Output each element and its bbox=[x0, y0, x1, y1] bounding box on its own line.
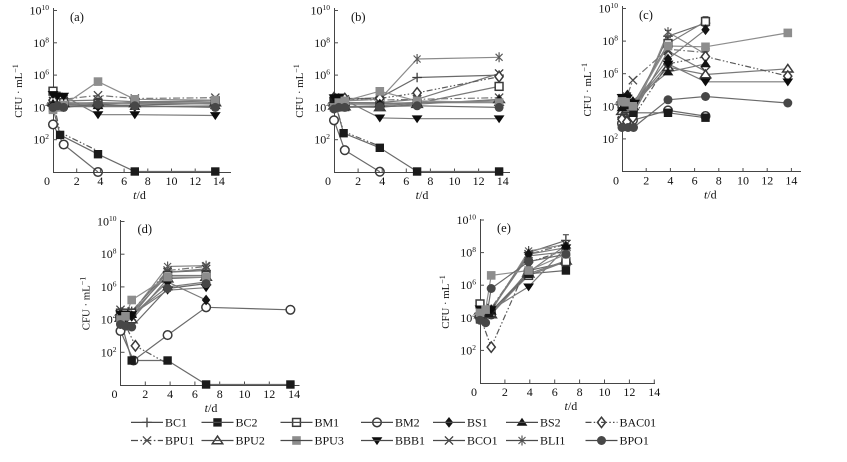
svg-text:6: 6 bbox=[192, 387, 198, 401]
svg-text:14: 14 bbox=[497, 174, 509, 188]
svg-text:10: 10 bbox=[449, 174, 461, 188]
svg-text:0: 0 bbox=[44, 174, 50, 188]
svg-text:10: 10 bbox=[737, 174, 749, 188]
svg-text:8: 8 bbox=[427, 174, 433, 188]
svg-text:BPU2: BPU2 bbox=[236, 434, 265, 448]
svg-text:8: 8 bbox=[217, 387, 223, 401]
svg-text:BPO1: BPO1 bbox=[620, 434, 649, 448]
svg-text:BPU1: BPU1 bbox=[165, 434, 194, 448]
svg-text:t/d: t/d bbox=[704, 188, 717, 202]
svg-text:(a): (a) bbox=[70, 10, 84, 24]
svg-text:2: 2 bbox=[355, 174, 361, 188]
svg-text:12: 12 bbox=[189, 174, 201, 188]
svg-text:6: 6 bbox=[552, 385, 558, 399]
svg-text:4: 4 bbox=[527, 385, 533, 399]
svg-text:4: 4 bbox=[167, 387, 173, 401]
svg-text:8: 8 bbox=[145, 174, 151, 188]
svg-text:10: 10 bbox=[239, 387, 251, 401]
svg-text:8: 8 bbox=[577, 385, 583, 399]
svg-text:10: 10 bbox=[599, 385, 611, 399]
svg-text:6: 6 bbox=[121, 174, 127, 188]
svg-text:2: 2 bbox=[142, 387, 148, 401]
svg-text:4: 4 bbox=[667, 174, 673, 188]
svg-text:12: 12 bbox=[761, 174, 773, 188]
svg-text:CFU · mL−1: CFU · mL−1 bbox=[79, 277, 93, 331]
svg-text:t/d: t/d bbox=[133, 188, 146, 202]
svg-text:BPU3: BPU3 bbox=[315, 434, 344, 448]
svg-text:t/d: t/d bbox=[416, 188, 429, 202]
svg-text:2: 2 bbox=[74, 174, 80, 188]
svg-text:BC1: BC1 bbox=[165, 415, 187, 429]
svg-text:0: 0 bbox=[471, 385, 477, 399]
svg-text:CFU · mL−1: CFU · mL−1 bbox=[292, 64, 306, 118]
svg-text:2: 2 bbox=[502, 385, 508, 399]
svg-text:14: 14 bbox=[648, 385, 660, 399]
svg-text:(b): (b) bbox=[351, 10, 366, 24]
svg-text:0: 0 bbox=[613, 174, 619, 188]
svg-text:4: 4 bbox=[97, 174, 103, 188]
svg-text:t/d: t/d bbox=[205, 401, 218, 415]
svg-text:6: 6 bbox=[403, 174, 409, 188]
svg-text:BM1: BM1 bbox=[315, 415, 340, 429]
svg-text:BM2: BM2 bbox=[395, 415, 420, 429]
svg-text:0: 0 bbox=[112, 387, 118, 401]
svg-text:0: 0 bbox=[325, 174, 331, 188]
svg-text:BLI1: BLI1 bbox=[540, 434, 565, 448]
svg-text:BS1: BS1 bbox=[467, 415, 488, 429]
svg-text:12: 12 bbox=[473, 174, 485, 188]
svg-text:12: 12 bbox=[623, 385, 635, 399]
svg-text:CFU · mL−1: CFU · mL−1 bbox=[580, 63, 594, 117]
svg-text:BBB1: BBB1 bbox=[395, 434, 425, 448]
svg-text:14: 14 bbox=[213, 174, 225, 188]
svg-text:(c): (c) bbox=[639, 8, 653, 22]
svg-text:t/d: t/d bbox=[565, 399, 578, 413]
svg-text:8: 8 bbox=[716, 174, 722, 188]
svg-text:(d): (d) bbox=[138, 222, 153, 236]
svg-text:BAC01: BAC01 bbox=[620, 415, 657, 429]
svg-text:CFU · mL−1: CFU · mL−1 bbox=[438, 275, 452, 329]
svg-text:(e): (e) bbox=[497, 221, 511, 235]
svg-text:CFU · mL−1: CFU · mL−1 bbox=[11, 64, 25, 118]
svg-text:BS2: BS2 bbox=[540, 415, 561, 429]
svg-text:14: 14 bbox=[785, 174, 797, 188]
svg-text:12: 12 bbox=[263, 387, 275, 401]
svg-text:BC2: BC2 bbox=[236, 415, 258, 429]
svg-text:14: 14 bbox=[288, 387, 300, 401]
svg-text:6: 6 bbox=[692, 174, 698, 188]
svg-text:10: 10 bbox=[166, 174, 178, 188]
svg-text:4: 4 bbox=[379, 174, 385, 188]
svg-text:BCO1: BCO1 bbox=[467, 434, 498, 448]
svg-text:2: 2 bbox=[643, 174, 649, 188]
